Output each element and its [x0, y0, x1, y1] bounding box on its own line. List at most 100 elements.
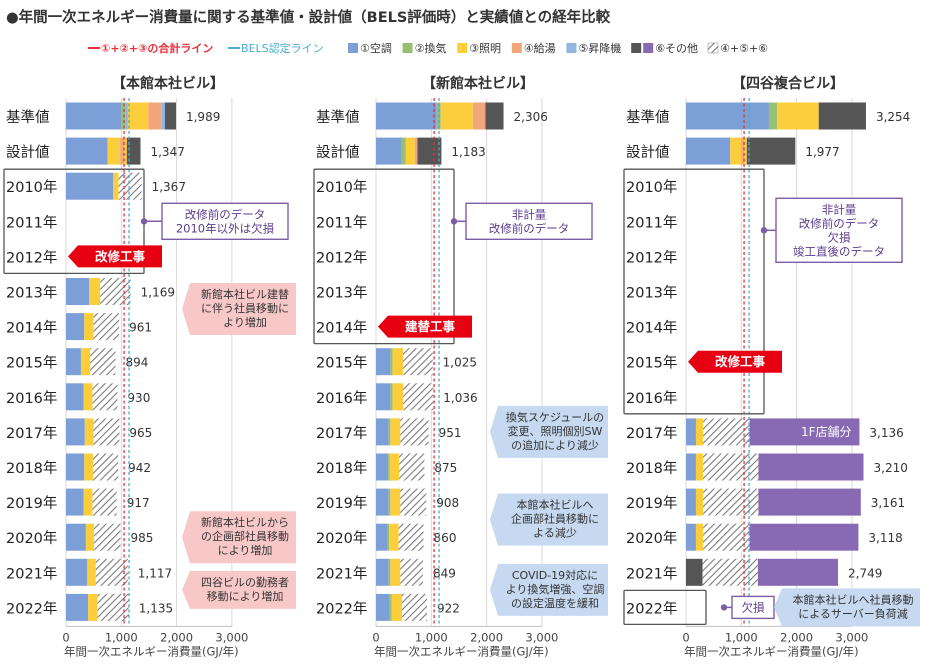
bar-total-label: 1,036: [443, 391, 477, 405]
category-label: 2010年: [6, 179, 57, 196]
category-label: 2021年: [6, 565, 57, 582]
bar-segment-elev: [161, 102, 165, 130]
bar-row: 1,135: [66, 593, 173, 621]
bar-segment-water: [148, 102, 162, 130]
bar-segment-hatch: [94, 523, 121, 551]
callout-text: の追加により減少: [511, 438, 599, 452]
bar-segment-hatch: [93, 313, 120, 341]
category-label: 2019年: [626, 495, 677, 512]
legend-swatch-alt: [643, 43, 654, 53]
bar-total-label: 894: [125, 356, 148, 370]
bar-segment-other: [126, 137, 141, 165]
bar-segment-hatch: [93, 453, 119, 481]
bar-segment-other2: [758, 453, 864, 481]
bar-segment-aircon: [376, 102, 437, 130]
bar-total-label: 3,254: [876, 110, 910, 124]
bar-segment-aircon: [376, 418, 389, 446]
bar-segment-aircon: [376, 558, 389, 586]
bar-row: 1,169: [66, 278, 175, 305]
callout-text: 企画部社員移動に: [511, 512, 599, 526]
legend-label: ④給湯: [524, 41, 556, 55]
x-tick-label: 0: [62, 630, 69, 644]
x-axis-title: 年間一次エネルギー消費量(GJ/年): [64, 644, 239, 658]
callout-text: 欠損: [828, 230, 851, 244]
bar-segment-light: [113, 172, 119, 200]
bar-segment-hatch: [90, 348, 116, 376]
bar-segment-light: [405, 137, 415, 165]
x-axis-title: 年間一次エネルギー消費量(GJ/年): [374, 644, 549, 658]
bar-row: 3,118: [686, 523, 903, 551]
bar-segment-light: [80, 348, 91, 376]
category-label: 2022年: [626, 600, 677, 617]
bar-total-label: 930: [127, 391, 150, 405]
bar-row: 2,306: [376, 102, 548, 130]
callout-shape: [490, 405, 608, 458]
bar-segment-aircon: [376, 488, 389, 516]
callout-red: 改修工事: [688, 350, 782, 373]
bar-segment-hatch: [95, 558, 128, 586]
bar-total-label: 1,183: [451, 145, 485, 159]
bar-segment-vent: [388, 453, 390, 481]
bar-row: 922: [376, 593, 460, 621]
bar-segment-other2: [757, 558, 839, 586]
x-tick-label: 2,000: [160, 630, 193, 644]
missing-data-box: [623, 589, 707, 626]
bar-total-label: 965: [129, 426, 152, 440]
bar-total-label: 3,210: [874, 461, 908, 475]
bar-segment-light: [390, 558, 401, 586]
callout-text: によるサーバー負荷減: [798, 606, 908, 620]
bar-total-label: 860: [434, 531, 457, 545]
category-label: 2012年: [6, 249, 57, 266]
bar-segment-light: [744, 137, 747, 165]
bar-segment-light: [389, 523, 399, 551]
legend-label: ⑤昇降機: [578, 41, 621, 55]
bar-segment-light: [695, 488, 704, 516]
bar-segment-vent: [387, 523, 390, 551]
bar-segment-light: [390, 418, 401, 446]
bar-total-label: 1,347: [150, 145, 184, 159]
bar-segment-water: [414, 137, 418, 165]
bar-row: 875: [376, 453, 457, 481]
panel-title: 【新館本社ビル】: [422, 75, 534, 92]
category-label: 基準値: [626, 109, 670, 126]
callout-purple-small: 欠損: [720, 595, 775, 620]
bar-segment-light: [84, 453, 94, 481]
legend-item-light: ③照明: [457, 42, 501, 55]
category-label: 2021年: [626, 565, 677, 582]
callout-text: に伴う社員移動に: [201, 301, 289, 315]
bar-row: 908: [376, 488, 459, 516]
bar-row: 985: [66, 523, 153, 551]
bar-segment-aircon: [66, 418, 85, 446]
bar-segment-other: [818, 102, 866, 130]
bar-row: 1,036: [376, 383, 478, 411]
callout-text: COVID-19対応に: [512, 568, 598, 582]
category-label: 2021年: [316, 565, 367, 582]
bar-segment-vent: [768, 102, 778, 130]
category-label: 設計値: [316, 144, 360, 161]
callout-dot: [760, 227, 768, 234]
bar-segment-light: [695, 453, 704, 481]
bar-segment-hatch: [400, 418, 429, 446]
legend-label: ①空調: [360, 41, 392, 55]
bar-row: 961: [66, 313, 152, 341]
category-label: 2012年: [626, 249, 677, 266]
bar-segment-aircon: [66, 488, 84, 516]
bar-total-label: 1,977: [805, 145, 839, 159]
bar-segment-vent: [388, 558, 391, 586]
legend-item-other: ⑥その他: [631, 42, 698, 55]
bar-total-label: 3,161: [871, 496, 905, 510]
bar-segment-aircon: [66, 523, 86, 551]
bar-row: 1F店舗分 3,136: [686, 418, 904, 446]
panel-2: 【新館本社ビル】 0 1,000 2,000 3,000年間一次エネルギー消費量(GJ/…: [313, 75, 608, 658]
legend-item-hatch: ④+⑤+⑥: [707, 42, 768, 55]
callout-text: により増加: [218, 544, 273, 557]
bar-total-label: 875: [434, 461, 457, 475]
callout-red: 建替工事: [378, 315, 472, 338]
bar-total-label: 908: [436, 496, 459, 510]
bar-row: 849: [376, 558, 456, 586]
bar-segment-water: [120, 137, 125, 165]
callout-text: 四谷ビルの勤務者: [201, 575, 289, 589]
legend-item-water: ④給湯: [511, 41, 556, 55]
callout-shape: [775, 197, 903, 264]
